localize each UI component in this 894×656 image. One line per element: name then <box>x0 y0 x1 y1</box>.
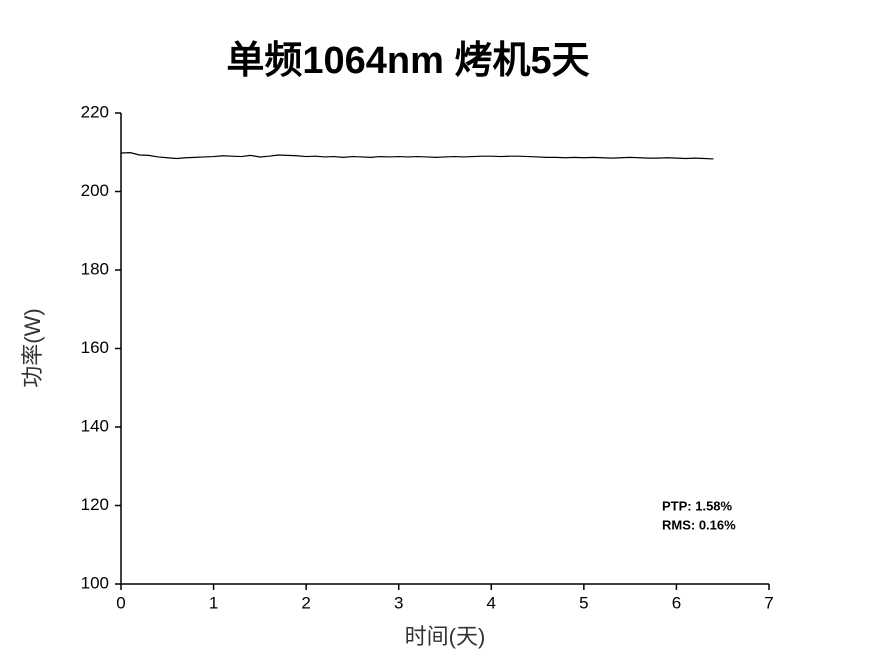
x-tick-label: 3 <box>394 593 403 612</box>
y-tick-label: 100 <box>81 573 109 592</box>
x-axis-label: 时间(天) <box>405 624 486 649</box>
x-tick-label: 5 <box>579 593 588 612</box>
x-tick-label: 1 <box>209 593 218 612</box>
x-tick-label: 4 <box>487 593 496 612</box>
x-tick-label: 2 <box>301 593 310 612</box>
y-tick-label: 180 <box>81 259 109 278</box>
x-tick-label: 6 <box>672 593 681 612</box>
y-tick-label: 220 <box>81 102 109 121</box>
y-axis-label: 功率(W) <box>20 308 45 387</box>
chart-title: 单频1064nm 烤机5天 <box>226 40 589 82</box>
y-tick-label: 140 <box>81 416 109 435</box>
annotation: PTP: 1.58% <box>662 498 733 513</box>
y-tick-label: 120 <box>81 495 109 514</box>
line <box>120 152 714 160</box>
y-tick-label: 200 <box>81 181 109 200</box>
annotation: RMS: 0.16% <box>662 517 736 532</box>
x-tick-label: 0 <box>116 593 125 612</box>
x-tick-label: 7 <box>764 593 773 612</box>
y-tick-label: 160 <box>81 338 109 357</box>
